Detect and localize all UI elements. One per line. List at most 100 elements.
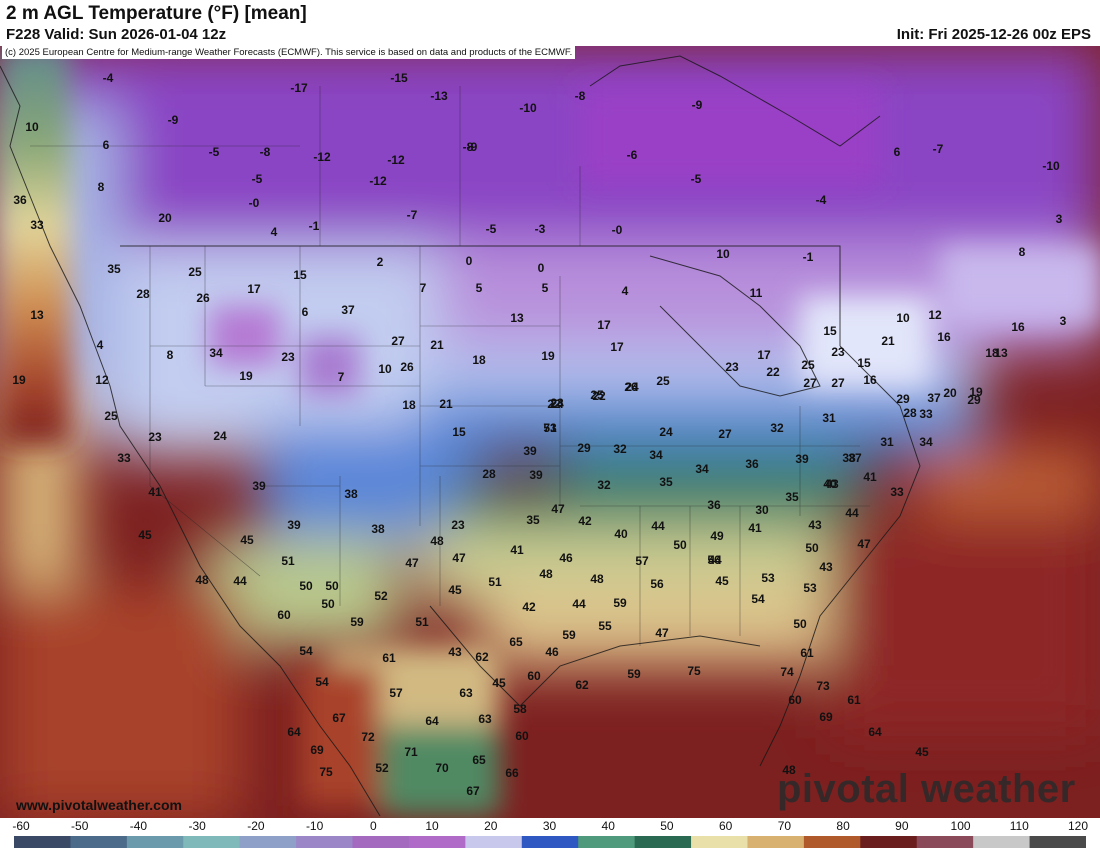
temperature-label: 51 [415, 615, 429, 629]
temperature-label: 30 [755, 503, 769, 517]
temperature-label: 50 [805, 541, 819, 555]
temperature-label: 60 [527, 669, 541, 683]
temperature-label: 44 [708, 553, 722, 567]
temperature-label: 61 [800, 646, 814, 660]
temperature-label: 31 [880, 435, 894, 449]
temperature-label: 27 [718, 427, 732, 441]
temperature-label: 41 [748, 521, 762, 535]
temperature-label: 3 [1056, 212, 1063, 226]
temperature-label: 65 [472, 753, 486, 767]
temperature-label: 21 [439, 397, 453, 411]
temperature-label: -5 [691, 172, 702, 186]
temperature-label: 10 [25, 120, 39, 134]
temperature-label: 63 [478, 712, 492, 726]
temperature-label: 19 [969, 385, 983, 399]
temperature-label: 47 [655, 626, 669, 640]
temperature-label: 45 [715, 574, 729, 588]
temperature-label: 47 [857, 537, 871, 551]
temperature-label: 53 [761, 571, 775, 585]
temperature-label: 3 [1060, 314, 1067, 328]
color-scale-tick: -50 [71, 819, 89, 833]
site-url[interactable]: www.pivotalweather.com [16, 797, 182, 813]
temperature-label: 22 [547, 397, 561, 411]
temperature-label: 37 [927, 391, 941, 405]
color-scale-segment [747, 836, 805, 848]
temperature-label: 23 [451, 518, 465, 532]
temperature-label: 49 [710, 529, 724, 543]
temperature-label: 17 [597, 318, 611, 332]
temperature-label: 18 [985, 346, 999, 360]
temperature-label: 29 [967, 393, 981, 407]
temperature-label: 70 [435, 761, 449, 775]
temperature-label: 8 [98, 180, 105, 194]
temperature-label: 28 [482, 467, 496, 481]
temperature-label: -15 [390, 71, 408, 85]
color-scale-tick: 110 [1009, 819, 1029, 833]
temperature-label: 0 [538, 261, 545, 275]
color-scale-tick: 60 [718, 819, 733, 833]
temperature-label: 66 [505, 766, 519, 780]
color-scale-segment [14, 836, 71, 848]
temperature-label: 15 [293, 268, 307, 282]
temperature-label: 26 [624, 380, 638, 394]
temperature-label: 37 [341, 303, 355, 317]
temperature-label: 50 [299, 579, 313, 593]
temperature-label: 59 [562, 628, 576, 642]
temperature-label: 6 [894, 145, 901, 159]
temperature-label: 10 [896, 311, 910, 325]
temperature-label: 56 [707, 553, 721, 567]
color-scale-segment [916, 836, 974, 848]
temperature-label: 67 [466, 784, 480, 798]
temperature-label: 45 [138, 528, 152, 542]
temperature-label: 62 [575, 678, 589, 692]
temperature-label: -8 [575, 89, 586, 103]
temperature-label: 44 [572, 597, 586, 611]
temperature-label: 54 [299, 644, 313, 658]
temperature-label: 69 [819, 710, 833, 724]
temperature-label: 73 [816, 679, 830, 693]
temperature-label: 35 [785, 490, 799, 504]
temperature-label: 5 [542, 281, 549, 295]
temperature-label: 41 [148, 485, 162, 499]
temperature-label: 65 [509, 635, 523, 649]
color-scale-segment [408, 836, 466, 848]
temperature-label: 27 [831, 376, 845, 390]
temperature-label: 64 [425, 714, 439, 728]
color-scale: -60 -50 -40 -30 -20 -10 0 10 20 30 40 50 60 70 80 90 100… [0, 818, 1100, 850]
temperature-label: 4 [271, 225, 278, 239]
color-scale-segment [634, 836, 692, 848]
temperature-label: 47 [551, 502, 565, 516]
color-scale-ticks: -60 -50 -40 -30 -20 -10 0 10 20 30 40 50 60 70 80 90 100… [0, 818, 1100, 834]
temperature-label: -9 [692, 98, 703, 112]
temperature-label: 25 [590, 388, 604, 402]
temperature-label: 12 [928, 308, 942, 322]
temperature-label: 75 [687, 664, 701, 678]
temperature-label: -17 [290, 81, 308, 95]
temperature-label: 50 [793, 617, 807, 631]
color-scale-tick: 120 [1067, 819, 1089, 833]
temperature-label: 57 [635, 554, 649, 568]
color-scale-tick: -40 [129, 819, 148, 833]
temperature-label: 54 [315, 675, 329, 689]
temperature-label: 7 [420, 281, 427, 295]
temperature-label: 17 [757, 348, 771, 362]
temperature-label: 17 [247, 282, 261, 296]
temperature-label: 62 [475, 650, 489, 664]
temperature-label: 53 [803, 581, 817, 595]
color-scale-tick: 20 [484, 819, 498, 833]
temperature-label: 33 [30, 218, 44, 232]
color-scale-segment [352, 836, 410, 848]
color-scale-segment [578, 836, 636, 848]
temperature-label: 39 [795, 452, 809, 466]
temperature-label: 26 [400, 360, 414, 374]
color-scale-segment [521, 836, 579, 848]
temperature-label: 23 [281, 350, 295, 364]
temperature-label: 44 [233, 574, 247, 588]
color-scale-segment [1029, 836, 1086, 848]
temperature-label: 54 [751, 592, 765, 606]
temperature-label: 13 [30, 308, 44, 322]
temperature-label: 35 [659, 475, 673, 489]
color-scale-segment [239, 836, 297, 848]
temperature-label: 21 [430, 338, 444, 352]
temperature-label: 27 [391, 334, 405, 348]
